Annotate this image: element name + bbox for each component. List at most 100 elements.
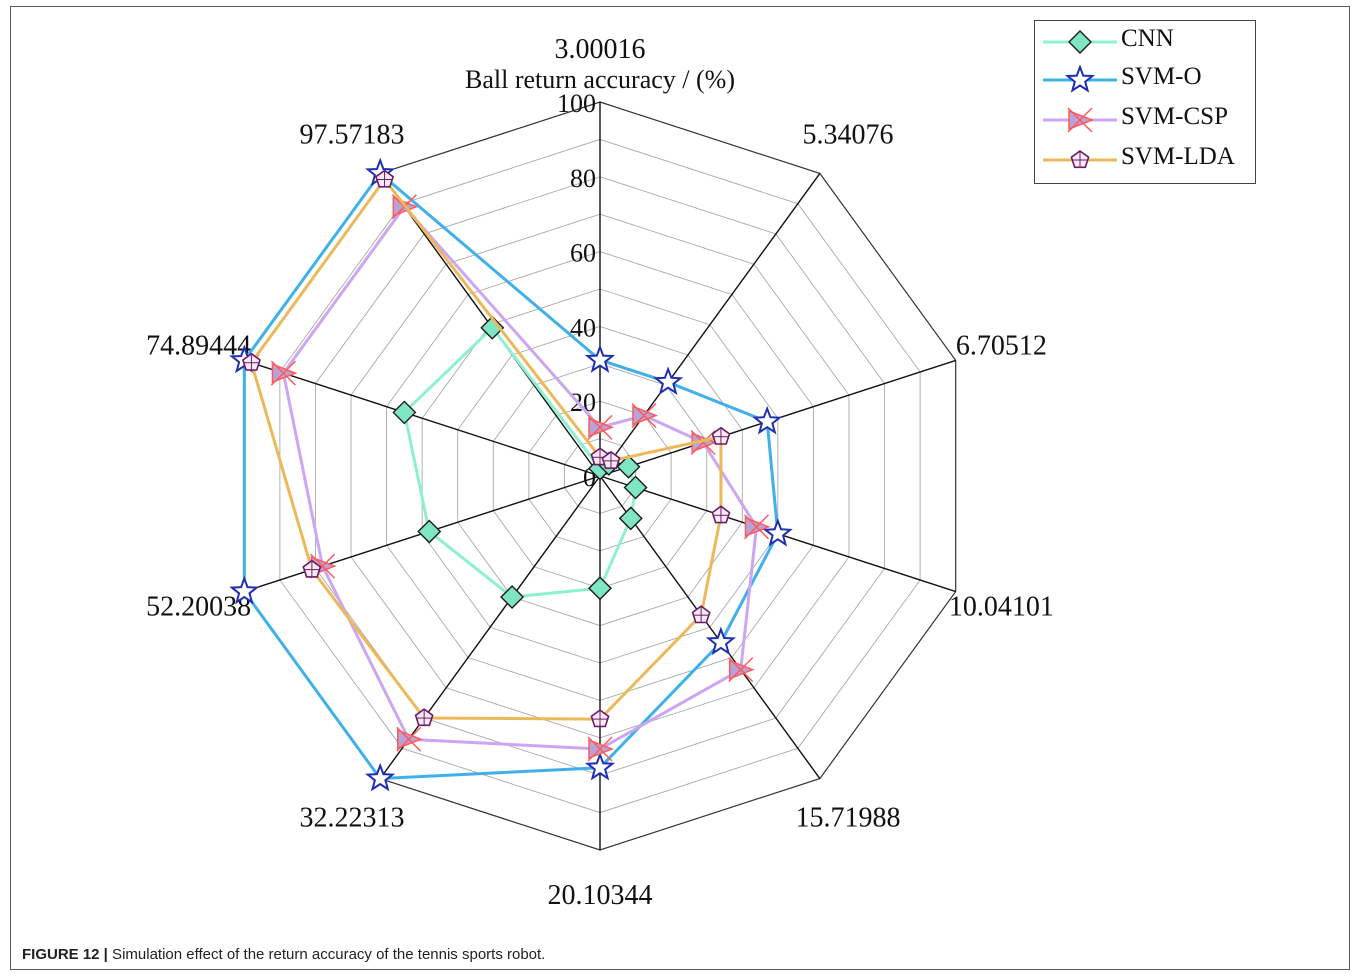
data-point-svm-o [762, 517, 793, 547]
data-point-svm-csp [587, 414, 615, 440]
data-point-svm-o [752, 405, 783, 435]
data-point-svm-csp [743, 514, 771, 540]
legend-swatch-svm-csp [1043, 107, 1117, 133]
marker-star [365, 762, 396, 792]
marker-diamond [588, 576, 612, 601]
legend-swatch-cnn [1043, 30, 1117, 54]
data-point-svm-lda [711, 505, 731, 524]
legend-label-svm-lda: SVM-LDA [1121, 143, 1235, 170]
legend-item-cnn: CNN [1035, 23, 1255, 59]
data-point-svm-csp [690, 429, 718, 456]
category-label: 97.57183 [299, 120, 404, 151]
marker-star [653, 366, 684, 395]
data-point-svm-o [584, 751, 616, 781]
marker-star [584, 751, 616, 781]
caption-label: FIGURE 12 | [22, 946, 108, 963]
legend-item-svm-csp: SVM-CSP [1035, 101, 1255, 137]
radial-tick-label: 100 [557, 89, 596, 118]
category-label: 20.10344 [548, 880, 653, 911]
marker-star [762, 517, 793, 547]
marker-diamond [623, 475, 648, 500]
data-point-svm-o [653, 366, 684, 395]
marker-star [229, 575, 260, 605]
marker-diamond [417, 519, 442, 544]
data-point-svm-o [705, 626, 737, 656]
data-point-cnn [623, 475, 648, 500]
data-point-svm-csp [270, 360, 298, 386]
data-point-svm-csp [587, 736, 615, 762]
legend-swatch-svm-lda [1043, 150, 1117, 169]
data-point-svm-lda [590, 709, 610, 728]
legend: CNN SVM-O SVM-CSP SVM-LDA [1034, 20, 1256, 184]
marker-diamond [392, 400, 417, 425]
marker-diamond [500, 585, 525, 610]
marker-diamond [616, 454, 641, 479]
radial-tick-label: 60 [570, 239, 596, 268]
marker-star [1064, 65, 1096, 93]
category-label: 32.22313 [299, 802, 404, 833]
figure-caption: FIGURE 12 | Simulation effect of the ret… [22, 946, 545, 963]
data-point-svm-o [229, 575, 260, 605]
series-cnn [392, 315, 648, 610]
category-label: 52.20038 [146, 591, 251, 622]
marker-x [587, 736, 613, 762]
marker-diamond [1068, 30, 1092, 54]
data-point-svm-lda [241, 352, 261, 371]
data-point-svm-csp [396, 726, 423, 752]
spoke-line [244, 359, 601, 477]
marker-star [752, 405, 783, 435]
marker-x [270, 360, 296, 386]
marker-diamond [480, 315, 505, 340]
marker-diamond [618, 506, 643, 531]
marker-x [728, 657, 754, 683]
axis-title: Ball return accuracy / (%) [465, 65, 735, 94]
series-line-svm-csp [281, 204, 759, 751]
legend-label-svm-csp: SVM-CSP [1121, 103, 1228, 130]
spoke-line [379, 475, 601, 779]
category-label: 6.70512 [956, 331, 1047, 362]
data-point-cnn [616, 454, 641, 479]
caption-text: Simulation effect of the return accuracy… [107, 946, 546, 963]
spoke-line [599, 173, 821, 477]
marker-x [587, 414, 613, 440]
category-label: 3.00016 [555, 34, 646, 65]
spoke-line [599, 475, 821, 779]
category-label: 15.71988 [796, 802, 901, 833]
data-point-svm-lda [601, 450, 621, 470]
category-label: 10.04101 [949, 591, 1054, 622]
radial-tick-label: 20 [570, 388, 596, 417]
category-label: 5.34076 [803, 120, 894, 151]
marker-star [705, 626, 737, 656]
legend-label-svm-o: SVM-O [1121, 63, 1202, 90]
series-svm-csp [270, 194, 771, 762]
data-point-svm-csp [728, 657, 755, 683]
data-point-svm-csp [631, 402, 659, 429]
legend-item-svm-o: SVM-O [1035, 61, 1255, 97]
data-point-cnn [618, 506, 643, 531]
marker-x [631, 402, 657, 429]
marker-x [690, 429, 716, 456]
legend-item-svm-lda: SVM-LDA [1035, 141, 1255, 177]
data-point-svm-lda [375, 169, 395, 188]
marker-x [743, 514, 770, 540]
marker-x [396, 726, 422, 752]
marker-star [584, 344, 616, 373]
data-point-cnn [588, 576, 612, 601]
radial-tick-label: 80 [570, 164, 596, 193]
data-point-cnn [480, 315, 505, 340]
data-point-cnn [417, 519, 442, 544]
data-point-svm-lda [711, 426, 731, 445]
data-point-svm-o [584, 344, 616, 373]
series-svm-lda [241, 169, 731, 728]
series-svm-o [229, 157, 793, 792]
data-point-svm-lda [302, 559, 322, 578]
data-point-cnn [392, 400, 417, 425]
data-point-cnn [500, 585, 525, 610]
marker-x [1067, 107, 1093, 133]
legend-label-cnn: CNN [1121, 25, 1174, 52]
data-point-svm-lda [414, 708, 434, 727]
data-point-svm-lda [691, 605, 711, 624]
legend-swatch-svm-o [1043, 65, 1117, 93]
data-point-svm-o [365, 762, 396, 792]
